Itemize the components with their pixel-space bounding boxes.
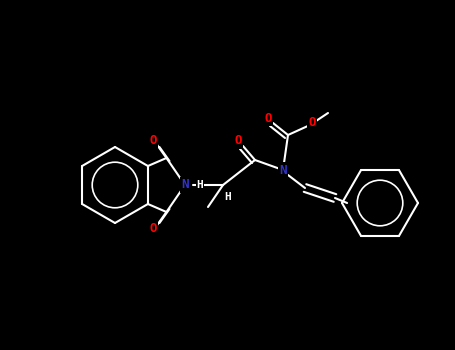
Text: O: O bbox=[234, 134, 242, 147]
Text: O: O bbox=[264, 112, 272, 125]
Text: O: O bbox=[308, 116, 316, 128]
Text: N: N bbox=[279, 163, 287, 176]
Text: H: H bbox=[197, 180, 203, 190]
Text: N: N bbox=[181, 178, 189, 191]
Text: O: O bbox=[150, 134, 157, 147]
Text: O: O bbox=[150, 223, 157, 236]
Text: H: H bbox=[225, 192, 232, 202]
